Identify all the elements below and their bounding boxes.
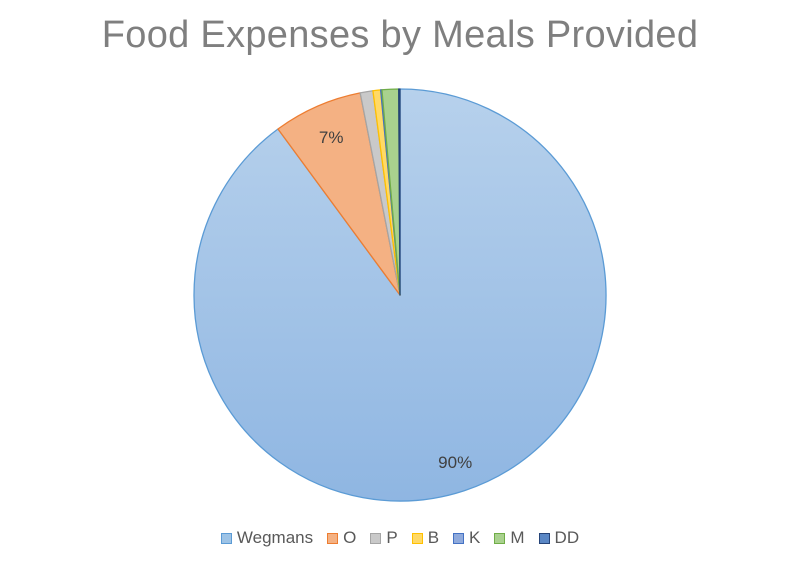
pie-slices xyxy=(193,88,607,502)
legend-label: O xyxy=(343,528,357,547)
chart-title: Food Expenses by Meals Provided xyxy=(101,14,699,56)
legend-item-o: O xyxy=(327,528,356,548)
legend-item-p: P xyxy=(370,528,398,548)
legend-swatch xyxy=(538,532,550,544)
legend-swatch xyxy=(494,532,506,544)
legend-item-b: B xyxy=(411,528,440,548)
legend-swatch xyxy=(453,532,465,544)
legend-item-wegmans: Wegmans xyxy=(220,528,314,548)
legend-swatch xyxy=(370,532,382,544)
legend-swatch xyxy=(327,532,339,544)
pie-slice-dd xyxy=(398,88,401,296)
pie-data-labels: 90% 7% xyxy=(319,128,472,472)
legend-item-m: M xyxy=(494,528,525,548)
legend-label: DD xyxy=(554,528,580,547)
legend-label: K xyxy=(469,528,481,547)
legend-item-k: K xyxy=(453,528,480,548)
legend-label: M xyxy=(510,528,525,547)
data-label-wegmans: 90% xyxy=(438,453,472,472)
legend-label: P xyxy=(386,528,398,547)
legend-label: Wegmans xyxy=(236,528,314,547)
legend-item-dd: DD xyxy=(538,528,580,548)
data-label-o: 7% xyxy=(319,128,344,147)
legend-label: B xyxy=(427,528,440,547)
legend-swatch xyxy=(220,532,232,544)
chart-legend: Wegmans O P B K M DD xyxy=(0,528,800,548)
legend-swatch xyxy=(411,532,423,544)
